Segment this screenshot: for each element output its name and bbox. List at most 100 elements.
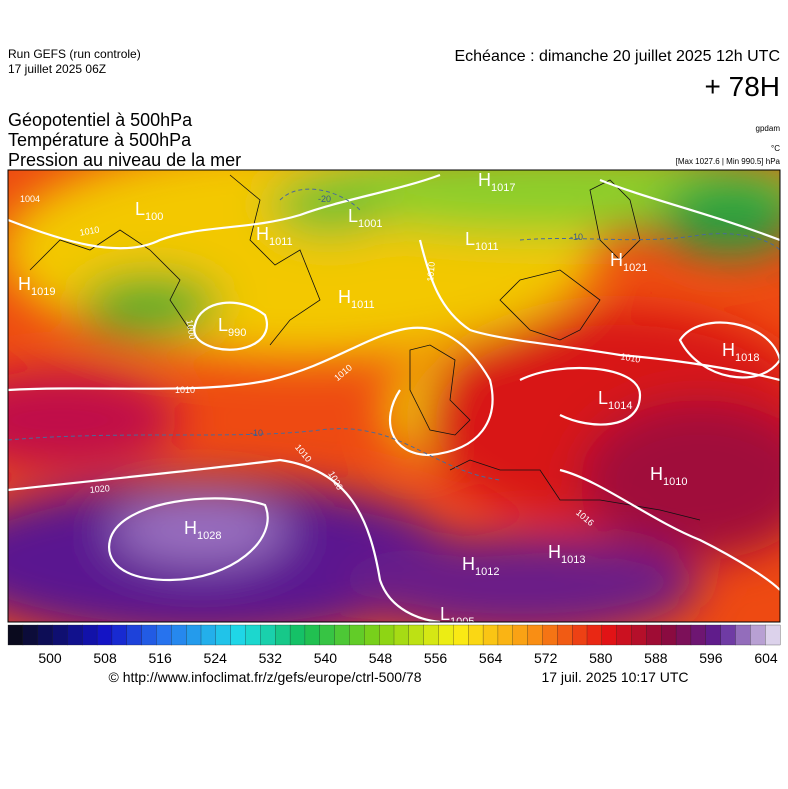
pressure-center: H1013 [548, 542, 585, 566]
unit-label: gpdam [756, 124, 781, 133]
colorbar-swatch [275, 624, 291, 646]
pressure-center: H1021 [610, 250, 647, 274]
colorbar-swatch [156, 624, 172, 646]
center-kind: L [218, 315, 228, 335]
colorbar-swatch [215, 624, 232, 646]
colorbar-swatch [438, 624, 454, 646]
colorbar-swatch [631, 624, 647, 646]
isobar-label: 1010 [425, 261, 437, 282]
colorbar-swatch [646, 624, 662, 646]
colorbar-tick-label: 572 [534, 650, 558, 666]
center-value: 1018 [735, 352, 759, 364]
title-line: Température à 500hPa [8, 130, 192, 150]
colorbar-swatch [334, 624, 350, 646]
center-kind: H [478, 170, 491, 190]
colorbar-tick-label: 532 [259, 650, 283, 666]
center-value: 1001 [358, 218, 382, 230]
colorbar-swatch [304, 624, 321, 646]
isobar-label: 1020 [89, 483, 110, 495]
run-date: 17 juillet 2025 06Z [8, 62, 106, 76]
colorbar-swatch [364, 624, 380, 646]
isobar-label: 1010 [620, 351, 641, 364]
colorbar-swatch [126, 624, 143, 646]
isobar-label: 1004 [20, 194, 40, 204]
colorbar-swatch [230, 624, 246, 646]
colorbar-tick-label: 604 [754, 650, 778, 666]
colorbar-swatch [750, 624, 766, 646]
isotherm-label: -10 [250, 428, 263, 438]
center-value: 1005 [450, 616, 474, 628]
pressure-center: H1028 [184, 518, 221, 542]
center-kind: H [548, 542, 561, 562]
colorbar-swatch [661, 624, 677, 646]
center-value: 1013 [561, 554, 585, 566]
colorbar-tick-label: 508 [93, 650, 117, 666]
source: © http://www.infoclimat.fr/z/gefs/europe… [108, 669, 421, 685]
pressure-center: L1011 [465, 229, 499, 253]
colorbar-tick-label: 564 [479, 650, 503, 666]
isobar-label: 1010 [79, 224, 100, 237]
colorbar-tick-label: 516 [148, 650, 172, 666]
colorbar-swatch [82, 624, 98, 646]
colorbar-swatch [200, 624, 217, 646]
colorbar-swatch [690, 624, 707, 646]
pressure-center: H1019 [18, 274, 55, 298]
map: H1017L1011H1021L1001H1011L100H1011H1019L… [8, 170, 780, 628]
pressure-center: L1014 [598, 388, 633, 412]
colorbar-swatch [468, 624, 484, 646]
center-value: 990 [228, 327, 246, 339]
colorbar-swatch [512, 624, 529, 646]
colorbar-swatch [497, 624, 514, 646]
colorbar-tick-label: 580 [589, 650, 613, 666]
colorbar-swatch [379, 624, 395, 646]
pressure-center: H1010 [650, 464, 687, 488]
colorbar-swatch [319, 624, 336, 646]
lead-time: + 78H [705, 71, 781, 102]
colorbar-tick-label: 588 [644, 650, 668, 666]
pressure-center: L100 [135, 199, 163, 223]
center-kind: L [348, 206, 358, 226]
pressure-center: H1011 [338, 287, 375, 311]
colorbar-swatch [22, 624, 39, 646]
colorbar-tick-label: 556 [424, 650, 448, 666]
colorbar-swatch [735, 624, 751, 646]
colorbar-swatch [349, 624, 365, 646]
colorbar-swatch [423, 624, 439, 646]
isotherm-label: -20 [318, 194, 331, 204]
colorbar-swatch [245, 624, 261, 646]
colorbar-swatch [453, 624, 469, 646]
colorbar-swatch [37, 624, 53, 646]
center-value: 100 [145, 211, 163, 223]
unit-label: °C [771, 144, 780, 153]
colorbar-tick-label: 500 [38, 650, 62, 666]
colorbar-swatch [705, 624, 722, 646]
center-kind: H [256, 224, 269, 244]
center-value: 1017 [491, 182, 515, 194]
center-value: 1028 [197, 530, 221, 542]
pressure-center: H1012 [462, 554, 499, 578]
colorbar-swatch [408, 624, 425, 646]
center-kind: L [465, 229, 475, 249]
center-value: 1012 [475, 566, 499, 578]
isobar-label: 1000 [184, 319, 197, 340]
colorbar-swatch [7, 624, 24, 646]
center-kind: H [18, 274, 31, 294]
pressure-center: H1011 [256, 224, 293, 248]
center-value: 1011 [269, 236, 293, 248]
colorbar-tick-label: 540 [314, 650, 338, 666]
colorbar-tick-label: 548 [369, 650, 393, 666]
map-frame [7, 169, 781, 623]
colorbar-swatch [572, 624, 588, 646]
colorbar-swatch [720, 624, 736, 646]
center-value: 1021 [623, 262, 647, 274]
colorbar-swatch [765, 624, 781, 646]
colorbar-swatch [675, 624, 692, 646]
title-line: Pression au niveau de la mer [8, 150, 241, 170]
center-value: 1014 [608, 400, 632, 412]
pressure-center: L1001 [348, 206, 383, 230]
colorbar-swatch [289, 624, 306, 646]
run-label: Run GEFS (run controle) [8, 47, 141, 61]
colorbar-swatch [96, 624, 113, 646]
